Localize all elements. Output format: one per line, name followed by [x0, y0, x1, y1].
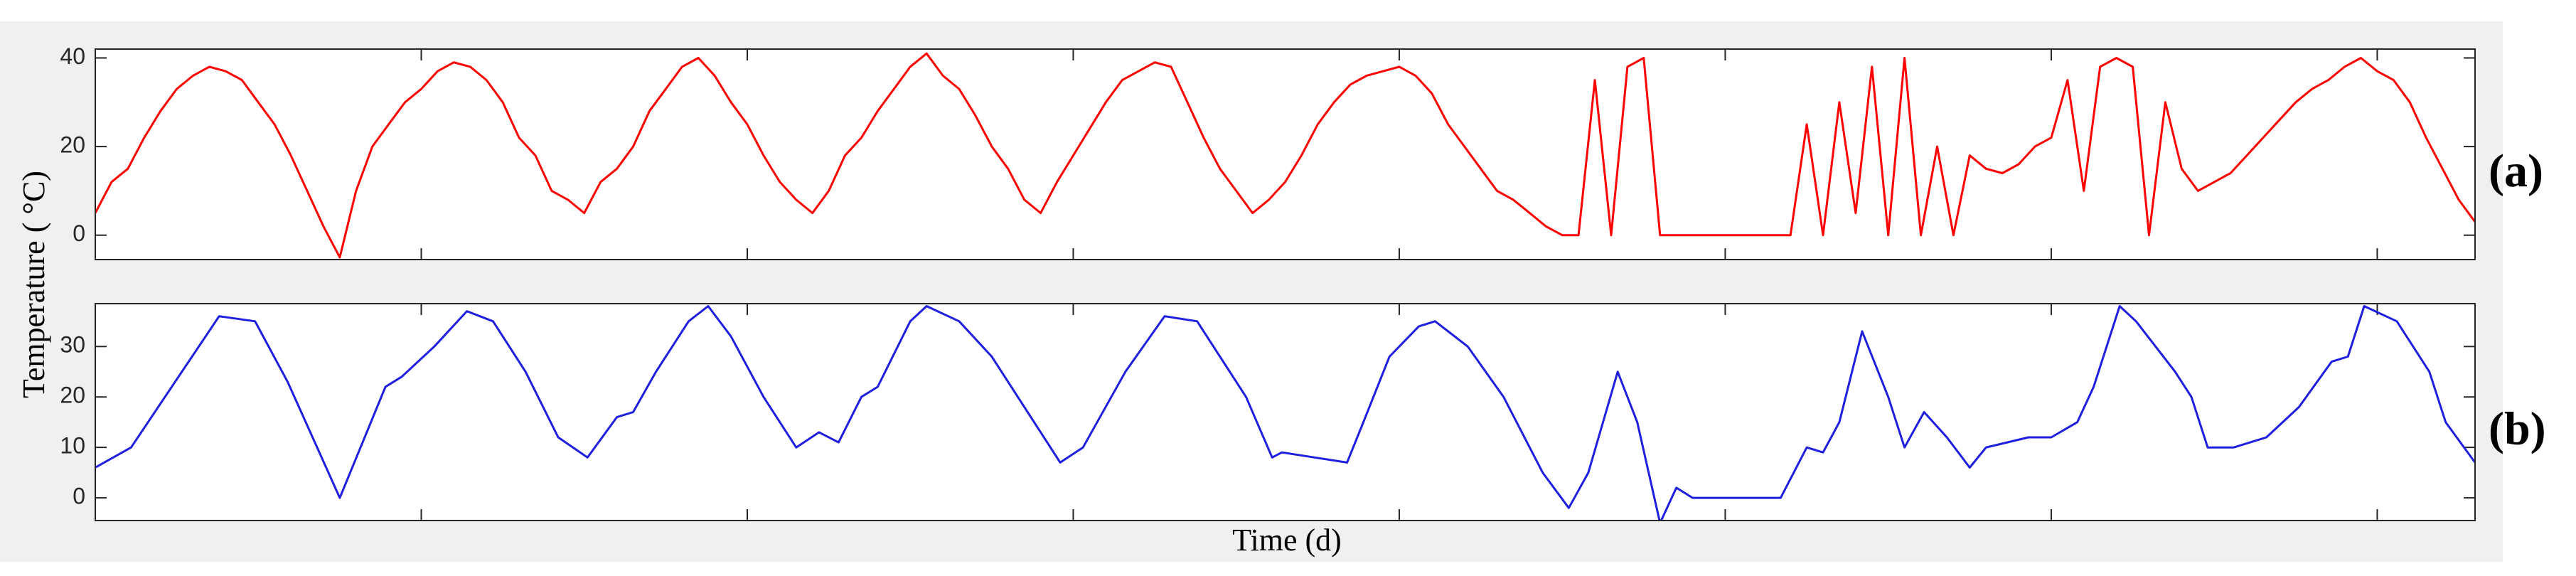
panel-label: (a)	[2489, 145, 2543, 197]
data-line	[95, 52, 2475, 259]
y-tick-label: 0	[73, 484, 85, 509]
y-tick-label: 20	[60, 383, 85, 408]
y-tick-label: 40	[60, 43, 85, 69]
x-axis-title: Time (d)	[1232, 523, 1342, 558]
y-axis-title: Temperature ( °C)	[16, 171, 51, 398]
plot-area	[95, 304, 2475, 521]
y-tick-label: 10	[60, 433, 85, 459]
plot-area	[95, 49, 2475, 260]
y-tick-label: 20	[60, 132, 85, 158]
data-line	[95, 305, 2475, 521]
y-tick-label: 30	[60, 332, 85, 358]
plot-frame	[95, 48, 2476, 260]
plot-frame	[95, 303, 2476, 521]
panel-label: (b)	[2489, 403, 2546, 455]
y-tick-label: 0	[73, 220, 85, 246]
